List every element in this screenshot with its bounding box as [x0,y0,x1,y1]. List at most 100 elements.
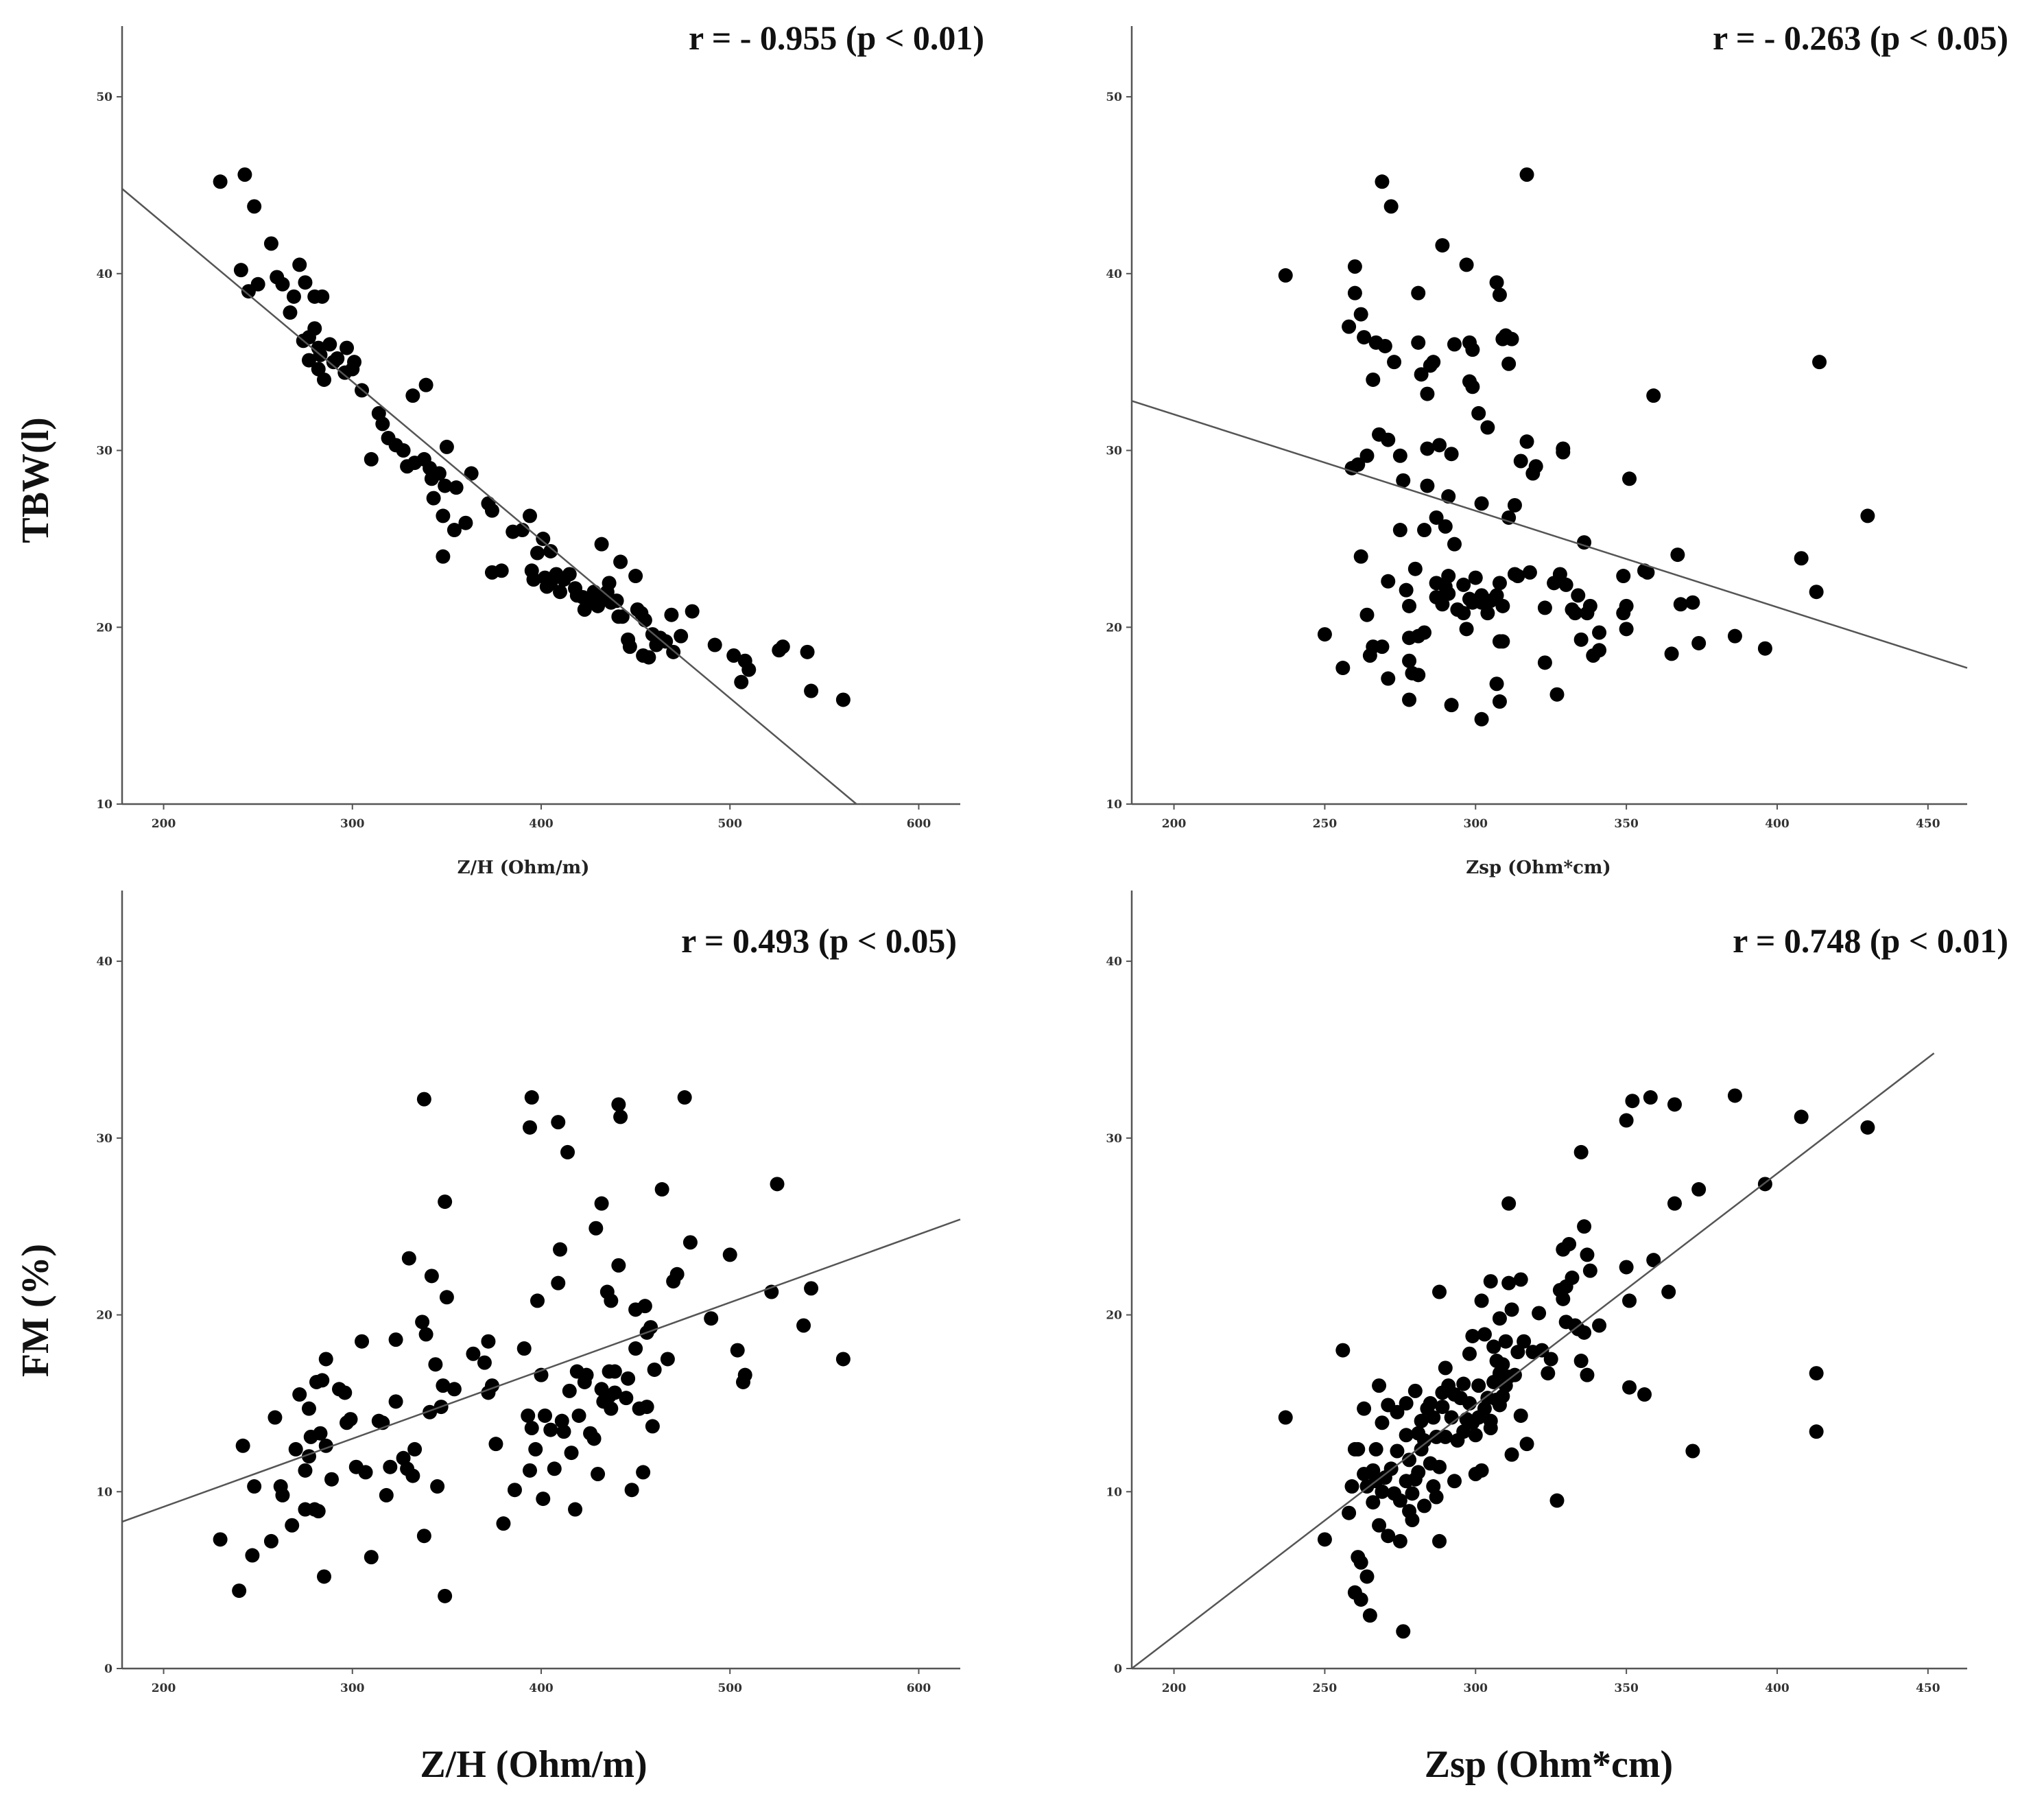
data-point [1353,1592,1368,1607]
data-point [704,1311,719,1326]
data-point [664,607,679,622]
data-point [1504,331,1519,346]
data-point [1357,1401,1372,1416]
data-point [1399,1428,1414,1443]
data-point [607,1364,622,1379]
data-point [322,337,337,352]
data-point [553,1242,568,1257]
data-point [1670,547,1685,563]
data-point [1411,335,1426,350]
data-point [1402,692,1417,707]
data-point [1390,1404,1405,1419]
data-point [364,451,379,467]
data-point [1351,457,1366,472]
data-point [589,1221,604,1236]
data-point [1381,671,1396,686]
data-point [1372,1518,1387,1533]
data-point [604,1401,619,1416]
data-point [685,604,700,619]
y-tick-label: 10 [1106,798,1122,812]
data-point [1522,565,1537,580]
data-point [1619,1113,1634,1128]
data-point [1465,342,1480,357]
data-point [1860,508,1875,523]
data-point [1465,379,1480,394]
data-point [1492,287,1507,303]
correlation-label: r = 0.748 (p < 0.01) [1733,921,2008,960]
data-point [1342,319,1357,334]
data-point [1541,1366,1556,1381]
data-point [1444,698,1459,713]
data-point [396,443,411,458]
data-point [1278,268,1293,283]
data-point [343,1412,358,1427]
data-point [1501,1275,1517,1291]
y-tick-label: 10 [96,798,112,812]
data-point [235,1438,250,1453]
data-point [1571,588,1586,603]
data-point [1435,1400,1450,1415]
data-point [1347,285,1362,300]
data-point [522,508,537,523]
data-point [770,1177,785,1192]
data-point [1432,1284,1447,1299]
data-point [1510,569,1525,584]
data-point [560,1144,575,1159]
data-point [247,199,262,214]
data-point [313,1426,328,1441]
data-point [424,1269,439,1284]
data-point [1517,1334,1532,1349]
data-point [800,644,815,659]
data-point [247,1479,262,1494]
data-point [1573,632,1589,647]
regression-line [1131,400,1968,669]
data-point [337,1385,353,1400]
data-point [316,372,331,387]
data-point [1685,595,1700,610]
data-point [1432,1533,1447,1548]
data-point [1537,655,1552,670]
data-point [439,1290,454,1305]
data-point [554,1413,569,1428]
data-point [536,1492,551,1507]
data-point [607,1385,622,1400]
data-point [298,275,313,290]
data-point [301,1401,316,1416]
data-point [543,1422,558,1437]
panel-fm-vs-zsp: 200 250 300 350 400 450 0 10 20 30 40 r = 0.748 (… [1106,891,2008,1786]
data-point [1447,537,1462,552]
data-point [1480,606,1495,621]
data-point [1357,330,1372,345]
x-tick-label: 250 [1313,817,1338,831]
data-point [594,537,609,552]
data-point [1507,497,1522,512]
data-point [355,1334,370,1349]
data-point [496,1516,511,1531]
data-point [292,257,307,272]
data-point [1543,1352,1558,1367]
data-point [1351,1441,1366,1457]
data-point [543,543,558,558]
data-point [449,480,464,495]
data-point [1474,1463,1489,1478]
data-point [1625,1094,1640,1109]
data-point [1359,1569,1375,1584]
data-point [1335,661,1351,676]
data-point [726,648,741,663]
data-point [624,1483,639,1498]
data-point [591,1467,606,1481]
data-point [423,1404,438,1419]
data-point [1580,1247,1595,1262]
data-point [643,1320,658,1335]
x-tick-label: 500 [717,817,742,831]
data-point [213,174,228,189]
data-point [268,1410,283,1425]
data-point [1477,1327,1492,1342]
data-point [615,609,630,624]
data-point [484,503,499,518]
data-point [315,289,330,304]
data-point [464,466,479,481]
data-point [1444,447,1459,462]
data-point [1582,598,1597,613]
data-point [551,1115,566,1130]
